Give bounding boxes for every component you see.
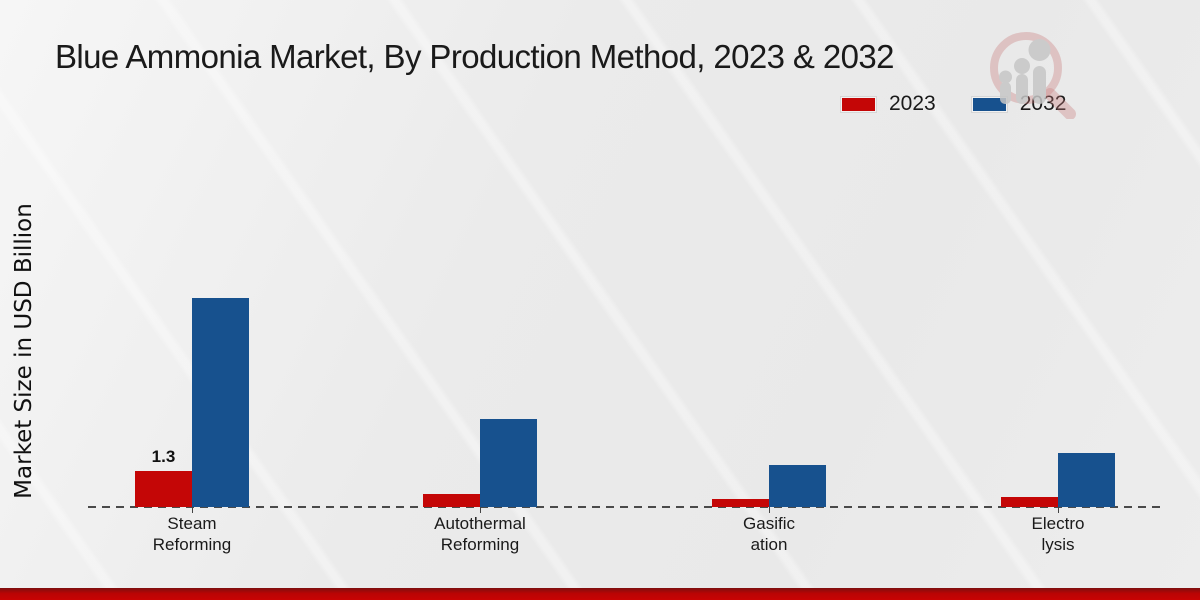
chart-title: Blue Ammonia Market, By Production Metho… [55,38,895,75]
category-label-steam-reforming: Steam Reforming [152,514,232,554]
legend-item-2023: 2023 [841,92,936,116]
footer-accent-stripe [0,588,1200,600]
x-axis-tick [480,507,481,513]
x-axis-tick [1058,507,1059,513]
category-label-autothermal-reforming: Autothermal Reforming [434,514,526,554]
bar-2023-gasification [712,499,769,507]
x-axis-tick [192,507,193,513]
legend-label-2023: 2023 [889,92,936,115]
x-axis-tick [769,507,770,513]
magnifier-growth-chart-logo-icon [990,32,1076,119]
legend-swatch-2032 [971,96,1007,112]
bar-2023-steam-reforming [135,471,192,507]
bar-2032-gasification [769,465,826,507]
bar-2023-autothermal-reforming [423,494,480,507]
legend-swatch-2023 [841,96,876,112]
x-axis-baseline [88,506,1163,508]
category-label-gasification: Gasific ation [743,514,795,554]
bar-2032-autothermal-reforming [480,419,537,507]
bar-2032-steam-reforming [192,298,249,507]
bar-2023-electrolysis [1001,497,1058,507]
category-label-electrolysis: Electro lysis [1031,514,1085,554]
legend-item-2032: 2032 [971,92,1067,116]
bar-value-label: 1.3 [151,447,176,466]
legend: 2023 2032 [841,92,1066,116]
bar-2032-electrolysis [1058,453,1115,507]
legend-label-2032: 2032 [1019,92,1067,115]
y-axis-label: Market Size in USD Billion [11,203,37,499]
